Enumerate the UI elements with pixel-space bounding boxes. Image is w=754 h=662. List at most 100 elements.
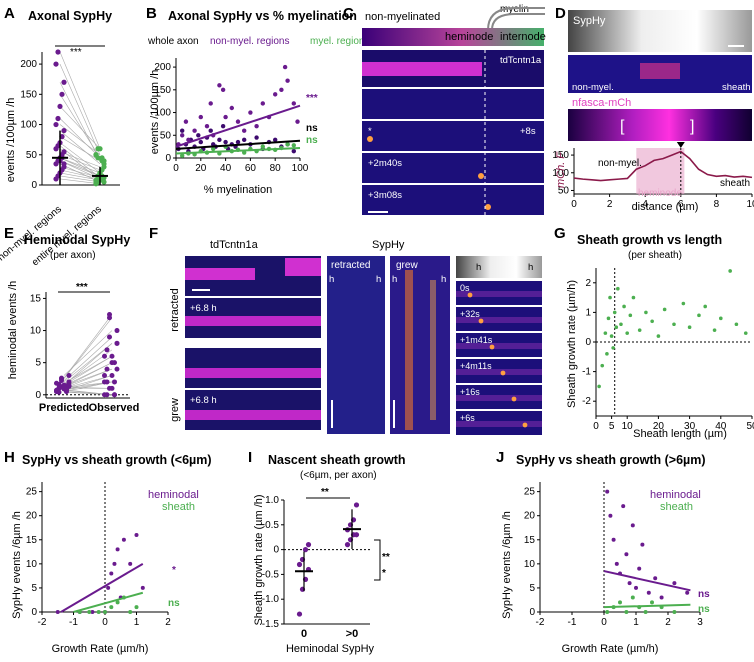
star-marker: * [368,126,372,137]
data-point [260,144,265,149]
data-point [112,392,117,398]
event-spot [489,344,495,350]
y-tick-label: 50 [160,130,172,141]
pair-line [63,336,113,381]
tdt-label: tdTcntn1a [210,239,259,251]
x-tick-label: 20 [653,421,665,432]
data-point [55,610,60,614]
data-point [344,542,351,548]
data-point [54,380,59,386]
data-point [102,373,107,379]
pair-line [59,178,101,185]
event-spot [478,318,484,324]
data-point [140,585,145,590]
data-point [106,585,111,590]
data-point [712,328,717,332]
data-point [743,331,748,335]
h-marker: h [476,262,481,273]
panel-title: Heminodal SypHy [24,233,130,247]
data-point [128,610,133,614]
panel-subtitle: (per axon) [50,250,96,261]
data-point [625,331,629,335]
y-tick-label: 50 [26,150,38,161]
pair-line [59,82,101,161]
panel-subtitle: (per sheath) [628,250,682,261]
panel-letter: J [496,449,504,466]
x-tick-label: 100 [292,163,309,174]
h-marker: h [376,274,381,285]
data-point [619,322,623,327]
pair-line [63,355,113,384]
data-point [614,561,619,566]
event-spot [467,292,473,298]
syphy-label: SypHy [573,15,606,27]
heminode-signal [362,62,482,76]
data-point [605,352,609,356]
x-tick-label: 40 [715,421,727,432]
pair-line [63,343,113,386]
significance-label: * [382,568,386,579]
data-point [114,340,120,346]
pair-line [59,157,101,177]
data-point [630,523,635,528]
data-point [302,547,309,553]
data-point [104,392,110,398]
y-tick-label: 5 [31,583,37,594]
data-point [630,595,635,600]
panel-g: G Sheath growth vs length (per sheath) -… [554,225,754,440]
data-point [59,375,64,381]
legend-whole-axon: whole axon [147,36,199,47]
x-tick-label: 60 [245,163,257,174]
y-tick-label: 150 [154,85,171,96]
data-point [672,610,677,614]
panel-b: B Axonal SypHy vs % myelination whole ax… [146,5,369,196]
data-point [242,137,247,143]
nfasca-label: nfasca-mCh [572,97,631,109]
y-tick-label: 0 [31,180,37,191]
pair-line [63,368,113,387]
data-point [248,110,253,115]
pair-line [63,330,113,376]
x-tick-label: 20 [195,163,207,174]
x-tick-label: 1 [134,617,140,628]
fit-line-sheath [603,603,691,609]
panel-e: E Heminodal SypHy (per axon) *** 051015 … [4,225,139,414]
timelapse-frame-4 [362,185,544,215]
event-streak [405,270,413,430]
profile-line [573,150,753,182]
event-spot [522,422,528,428]
nfasca-image [568,109,752,141]
data-point [59,91,65,97]
data-point [273,137,278,143]
pair-line [59,136,101,162]
time-label: +6.8 h [190,303,217,314]
panel-letter: C [343,5,354,22]
data-point [681,301,686,306]
pair-line [59,51,101,149]
x-tick-label: 10 [746,199,754,210]
heminode-region [636,148,685,194]
y-tick-label: 0 [31,607,37,618]
x-tick-label: 0 [593,421,599,432]
data-point [624,552,629,557]
data-point [605,489,610,494]
data-point [273,92,278,97]
data-point [180,128,185,133]
pair-line [63,343,113,383]
panel-h: H SypHy vs sheath growth (<6µm) 05101520… [4,449,212,655]
panel-title: Axonal SypHy [28,9,112,23]
data-point [223,139,228,145]
data-point [55,49,61,55]
y-tick-label: 25 [26,487,38,498]
y-tick-label: -1.0 [262,594,280,605]
pair-line [59,169,101,180]
data-point [656,334,661,338]
data-point [56,389,62,395]
fit-line-heminodal [603,570,691,592]
heminode-profile-label: heminode [638,188,682,199]
data-point [101,179,107,185]
y-tick-label: 10 [26,559,38,570]
data-point [719,316,723,321]
legend-sheath: sheath [660,501,693,513]
